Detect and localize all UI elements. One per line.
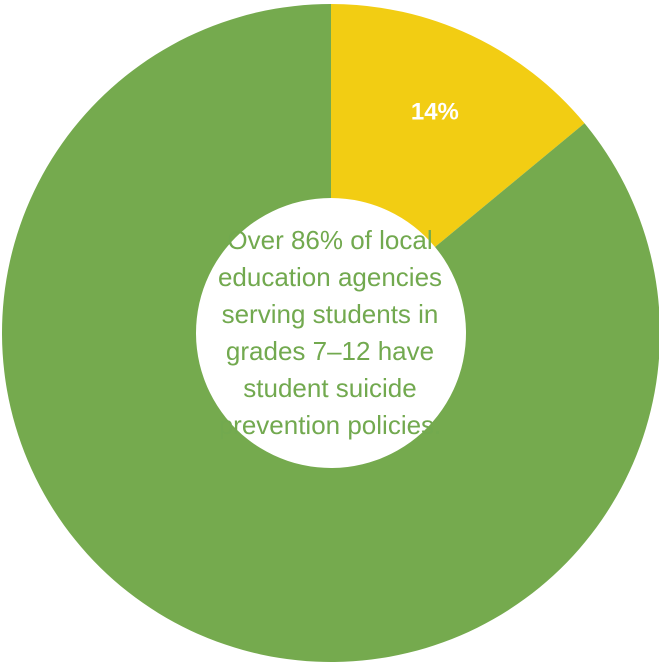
- slice-labels-group: 14%: [411, 99, 459, 126]
- center-text-line: grades 7–12 have: [225, 336, 435, 366]
- center-text-line: prevention policies.: [218, 410, 442, 440]
- center-text-line: student suicide: [243, 373, 417, 403]
- slice-1: [331, 4, 585, 247]
- center-text-line: Over 86% of local: [227, 225, 433, 255]
- center-text-line: education agencies: [217, 262, 443, 292]
- slices-group: [2, 4, 659, 662]
- center-text-line: serving students in: [221, 299, 439, 329]
- center-annotation: Over 86% of local education agencies ser…: [180, 222, 480, 444]
- slice-label: 14%: [411, 99, 459, 126]
- slice-2: [2, 4, 659, 662]
